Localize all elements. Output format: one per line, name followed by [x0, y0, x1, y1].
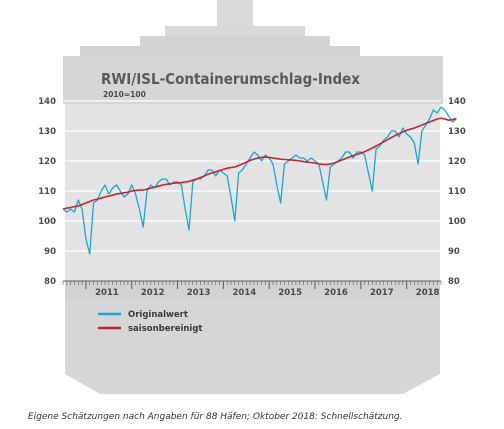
y-axis-right: 80 90 100 110 120 130 140: [448, 97, 466, 287]
y-tick-label-right: 120: [448, 157, 466, 167]
y-tick-label-right: 90: [448, 247, 460, 257]
gridlines: [63, 100, 441, 252]
x-tick-label: 2011: [95, 288, 119, 298]
x-tick-label: 2013: [187, 288, 211, 298]
y-tick-label-left: 80: [44, 277, 56, 287]
y-tick-label-right: 140: [448, 97, 466, 107]
y-tick-label-right: 110: [448, 187, 466, 197]
series-line-saisonbereinigt: [62, 117, 457, 210]
series-lines: [62, 106, 457, 255]
y-tick-label-left: 130: [38, 127, 56, 137]
y-tick-label-left: 120: [38, 157, 56, 167]
x-tick-label: 2014: [233, 288, 257, 298]
y-tick-label-left: 110: [38, 187, 56, 197]
legend-label-originalwert: Originalwert: [128, 310, 188, 320]
y-tick-label-right: 80: [448, 277, 460, 287]
legend-label-saisonbereinigt: saisonbereinigt: [128, 324, 203, 334]
footnote: Eigene Schätzungen nach Angaben für 88 H…: [28, 412, 403, 422]
chart-subtitle: 2010=100: [103, 90, 146, 99]
y-tick-label-left: 100: [38, 217, 56, 227]
chart-title: RWI/ISL-Containerumschlag-Index: [101, 70, 360, 88]
x-tick-label: 2016: [324, 288, 348, 298]
y-tick-label-left: 90: [44, 247, 56, 257]
x-axis: 2011 2012 2013 2014 2015 2016 2017 2018: [62, 280, 442, 298]
ship-silhouette-background: [63, 0, 443, 394]
x-tick-label: 2017: [370, 288, 394, 298]
y-axis-left: 80 90 100 110 120 130 140: [38, 97, 56, 287]
y-tick-label-right: 130: [448, 127, 466, 137]
y-tick-label-right: 100: [448, 217, 466, 227]
y-tick-label-left: 140: [38, 97, 56, 107]
legend: Originalwert saisonbereinigt: [98, 310, 203, 334]
x-tick-label: 2018: [416, 288, 440, 298]
x-tick-label: 2012: [141, 288, 165, 298]
x-tick-label: 2015: [278, 288, 302, 298]
